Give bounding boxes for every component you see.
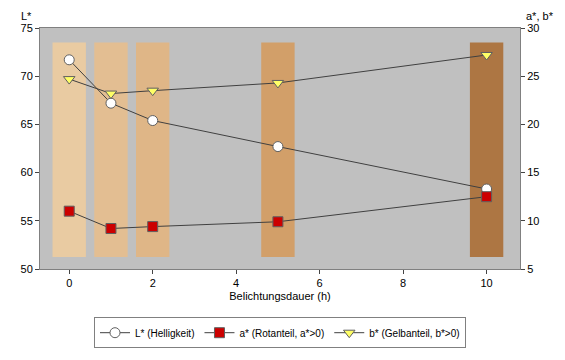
- svg-text:65: 65: [21, 118, 33, 130]
- svg-text:20: 20: [527, 118, 539, 130]
- svg-text:8: 8: [400, 277, 406, 289]
- svg-text:5: 5: [527, 263, 533, 275]
- svg-text:2: 2: [150, 277, 156, 289]
- svg-text:15: 15: [527, 166, 539, 178]
- svg-text:55: 55: [21, 215, 33, 227]
- svg-text:0: 0: [66, 277, 72, 289]
- svg-text:a* (Rotanteil, a*>0): a* (Rotanteil, a*>0): [239, 328, 324, 339]
- svg-text:10: 10: [527, 215, 539, 227]
- svg-text:50: 50: [21, 263, 33, 275]
- svg-text:6: 6: [317, 277, 323, 289]
- svg-text:L*: L*: [21, 10, 32, 22]
- svg-text:75: 75: [21, 22, 33, 34]
- svg-text:a*, b*: a*, b*: [526, 10, 554, 22]
- svg-text:Belichtungsdauer (h): Belichtungsdauer (h): [229, 290, 331, 302]
- svg-text:70: 70: [21, 70, 33, 82]
- svg-text:L* (Helligkeit): L* (Helligkeit): [135, 328, 194, 339]
- svg-text:30: 30: [527, 22, 539, 34]
- svg-text:10: 10: [480, 277, 492, 289]
- svg-text:b* (Gelbanteil, b*>0): b* (Gelbanteil, b*>0): [369, 328, 459, 339]
- svg-text:60: 60: [21, 166, 33, 178]
- svg-text:25: 25: [527, 70, 539, 82]
- svg-text:4: 4: [233, 277, 239, 289]
